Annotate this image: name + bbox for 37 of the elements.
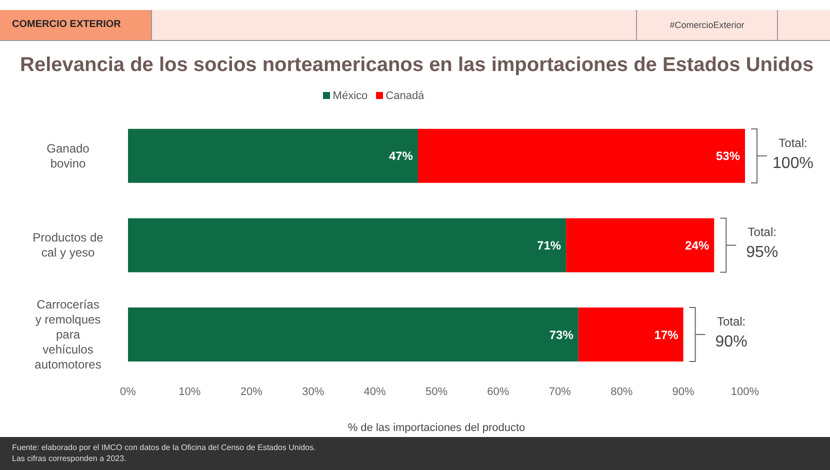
y-tick-label: Carrocerías y remolques para vehículos automotores — [34, 298, 102, 372]
text: Las cifras corresponden a 2023. — [12, 453, 128, 464]
total-label: Total: 90% — [715, 314, 748, 351]
bar — [128, 218, 566, 272]
data-label: 24% — [685, 238, 710, 252]
x-tick-label: 20% — [240, 386, 263, 398]
x-tick-label: 50% — [425, 386, 448, 398]
bar — [128, 308, 578, 362]
x-tick-label: 100% — [730, 386, 760, 398]
y-tick-label: Productos de cal y yeso — [32, 230, 104, 260]
x-tick-label: 10% — [178, 386, 201, 398]
data-label: 73% — [549, 328, 574, 342]
bar — [578, 308, 684, 362]
bar — [566, 218, 714, 272]
x-tick-label: 0% — [120, 386, 136, 398]
text: COMERCIO EXTERIOR — [0, 10, 152, 40]
x-tick-label: 80% — [610, 386, 633, 398]
x-tick-label: 70% — [548, 386, 572, 398]
x-tick-label: 60% — [487, 386, 510, 398]
text: #ComercioExterior — [636, 10, 778, 40]
chart-title: Relevancia de los socios norteamericanos en las importaciones de Estados Unidos — [20, 54, 814, 77]
total-label: Total: 95% — [746, 225, 778, 262]
x-axis-title: % de las importaciones del producto — [348, 422, 526, 434]
bar — [418, 128, 745, 183]
y-tick-label: Ganado bovino — [46, 141, 90, 170]
data-label: 71% — [537, 238, 562, 252]
x-tick-label: 40% — [364, 386, 386, 398]
source-note: Fuente: elaborado por el IMCO con datos de la Oficina del Censo de Estados Unidos. — [12, 442, 317, 453]
total-label: Total: 100% — [772, 136, 814, 172]
bar — [128, 128, 418, 183]
data-label: 53% — [716, 149, 740, 164]
data-label: 17% — [654, 328, 679, 342]
x-tick-label: 30% — [302, 386, 324, 398]
legend-label: Canadá — [384, 90, 424, 102]
legend-label: México — [332, 90, 368, 102]
data-label: 47% — [388, 149, 414, 164]
x-tick-label: 90% — [672, 386, 695, 398]
